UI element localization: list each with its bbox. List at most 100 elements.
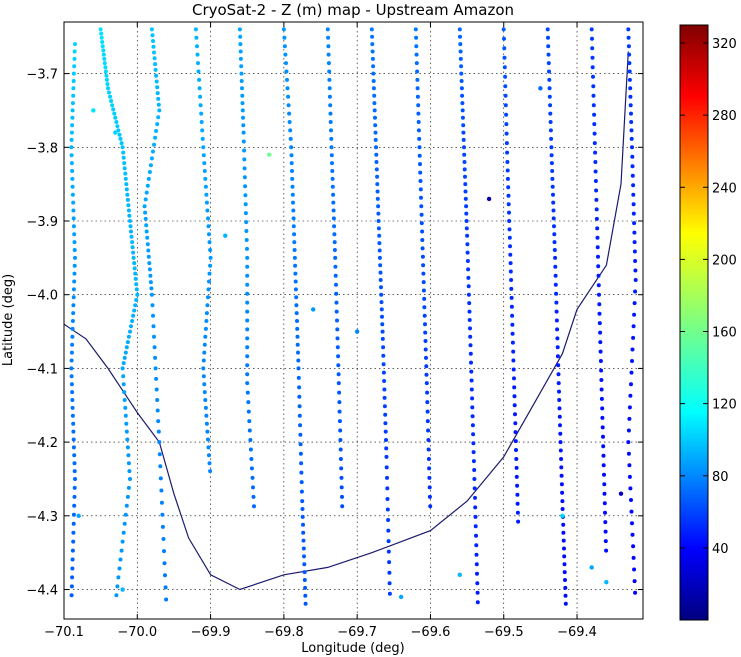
colorbar-tick-label: 80	[712, 470, 729, 485]
track-point	[630, 347, 635, 352]
track-point	[330, 169, 335, 173]
track-point	[562, 562, 567, 567]
track-point	[627, 69, 632, 74]
track-point	[193, 27, 198, 32]
track-point	[503, 74, 508, 79]
track-point	[552, 224, 556, 229]
track-point	[201, 358, 206, 363]
track-point	[599, 396, 604, 401]
track-point	[120, 539, 125, 544]
track-point	[560, 490, 565, 495]
track-point	[326, 61, 331, 66]
track-point	[382, 379, 387, 383]
data-point	[398, 594, 404, 600]
track-point	[207, 240, 212, 245]
track-point	[632, 221, 637, 226]
track-point	[71, 521, 76, 526]
track-point	[73, 477, 77, 481]
track-point	[458, 42, 463, 47]
track-point	[416, 120, 421, 124]
track-point	[102, 56, 107, 61]
track-point	[247, 419, 252, 424]
track-point	[546, 52, 551, 57]
track-point	[421, 288, 426, 293]
x-tick-label: −70.1	[44, 625, 84, 640]
track-point	[425, 419, 430, 424]
track-point	[156, 96, 161, 101]
track-point	[600, 425, 605, 430]
track-point	[462, 167, 467, 172]
track-point	[155, 398, 160, 402]
track-point	[472, 477, 477, 481]
track-point	[422, 313, 427, 318]
track-point	[466, 267, 471, 272]
track-point	[628, 393, 633, 398]
track-point	[508, 252, 513, 257]
track-point	[125, 445, 130, 450]
track-point	[597, 292, 601, 297]
track-point	[469, 378, 474, 383]
track-point	[630, 164, 635, 169]
track-point	[596, 264, 601, 269]
data-point	[120, 587, 125, 592]
track-point	[594, 197, 599, 202]
track-point	[115, 584, 120, 589]
track-point	[144, 190, 149, 195]
track-point	[302, 554, 306, 559]
track-point	[474, 543, 479, 548]
track-point	[633, 278, 638, 282]
track-point	[503, 84, 508, 89]
track-point	[69, 161, 74, 166]
track-point	[374, 152, 379, 157]
track-point	[465, 242, 470, 247]
track-point	[475, 571, 479, 576]
track-point	[506, 193, 511, 198]
track-point	[164, 597, 169, 602]
track-point	[207, 279, 211, 284]
track-point	[207, 461, 212, 466]
track-point	[153, 355, 158, 360]
track-point	[162, 561, 167, 566]
track-point	[556, 381, 561, 386]
track-point	[143, 197, 148, 202]
track-point	[71, 86, 76, 91]
track-point	[549, 161, 554, 166]
track-point	[133, 276, 138, 281]
track-point	[549, 145, 554, 150]
track-point	[415, 86, 420, 91]
track-point	[630, 532, 635, 537]
x-tick-label: −70.0	[117, 625, 157, 640]
track-point	[597, 321, 602, 326]
track-point	[464, 226, 469, 231]
track-point	[514, 457, 519, 461]
track-point	[548, 120, 553, 124]
track-point	[460, 115, 465, 120]
track-point	[238, 49, 243, 54]
track-point	[246, 409, 251, 414]
track-point	[511, 358, 516, 363]
track-point	[380, 314, 384, 319]
track-point	[551, 216, 556, 221]
track-point	[626, 27, 631, 32]
track-point	[505, 176, 510, 181]
track-point	[159, 488, 164, 493]
track-point	[148, 280, 153, 285]
track-point	[373, 115, 377, 120]
track-point	[473, 505, 478, 510]
track-point	[153, 366, 158, 371]
track-point	[554, 318, 559, 323]
track-point	[72, 232, 77, 237]
data-point	[76, 513, 81, 519]
track-point	[465, 259, 470, 263]
track-point	[293, 287, 298, 292]
track-point	[549, 136, 554, 141]
track-point	[121, 374, 126, 379]
track-point	[462, 145, 466, 150]
track-point	[414, 61, 419, 66]
track-point	[126, 203, 131, 208]
track-point	[117, 132, 122, 137]
track-point	[510, 313, 515, 318]
track-point	[126, 334, 131, 339]
track-point	[459, 79, 464, 83]
track-point	[626, 428, 631, 433]
